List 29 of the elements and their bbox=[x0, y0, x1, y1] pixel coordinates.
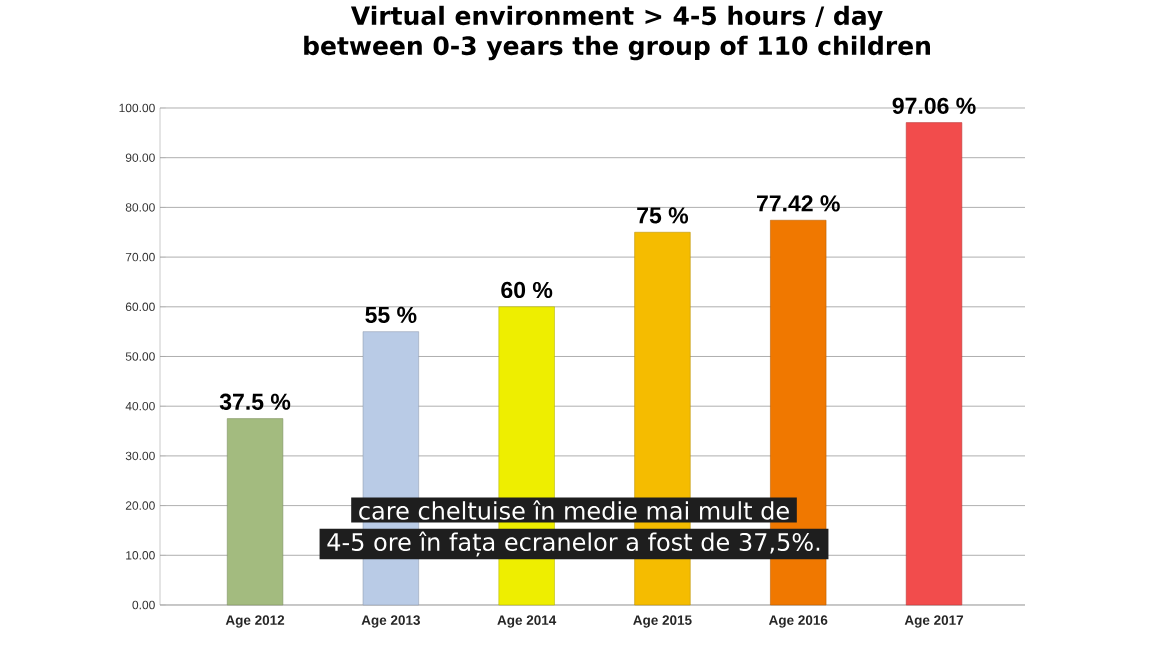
data-label: 75 % bbox=[637, 207, 689, 224]
data-label: 55 % bbox=[365, 306, 417, 323]
bar bbox=[905, 122, 963, 606]
y-tick-label: 100.00 bbox=[119, 103, 155, 113]
y-tick-label: 90.00 bbox=[125, 153, 155, 162]
x-tick-label: Age 2017 bbox=[904, 615, 964, 628]
chart-subtitle: between 0-3 years the group of 110 children bbox=[304, 35, 930, 61]
bar bbox=[226, 418, 284, 606]
data-label: 60 % bbox=[501, 281, 553, 299]
y-tick-label: 0.00 bbox=[132, 600, 155, 610]
y-tick-label: 60.00 bbox=[125, 302, 155, 312]
x-tick-label: Age 2015 bbox=[633, 615, 692, 628]
y-tick-label: 30.00 bbox=[125, 451, 155, 461]
data-label: 97.06 % bbox=[892, 97, 976, 114]
y-tick-label: 50.00 bbox=[125, 352, 155, 361]
x-tick-label: Age 2012 bbox=[225, 615, 285, 628]
x-tick-label: Age 2013 bbox=[361, 615, 420, 628]
annotation: 4-5 ore în fața ecranelor a fost de 37,5%. bbox=[327, 531, 820, 557]
y-tick-label: 80.00 bbox=[125, 203, 155, 212]
x-tick-label: Age 2014 bbox=[497, 615, 557, 628]
data-label: 77.42 % bbox=[757, 195, 840, 212]
chart-title: Virtual environment > 4-5 hours / day bbox=[350, 5, 883, 31]
annotation: care cheltuise în medie mai mult de bbox=[359, 500, 789, 520]
x-tick-label: Age 2016 bbox=[768, 615, 828, 628]
y-tick-label: 20.00 bbox=[125, 501, 155, 510]
y-tick-label: 70.00 bbox=[125, 252, 155, 262]
data-label: 37.5 % bbox=[219, 393, 291, 410]
y-tick-label: 10.00 bbox=[126, 551, 155, 560]
y-tick-label: 40.00 bbox=[125, 401, 155, 411]
